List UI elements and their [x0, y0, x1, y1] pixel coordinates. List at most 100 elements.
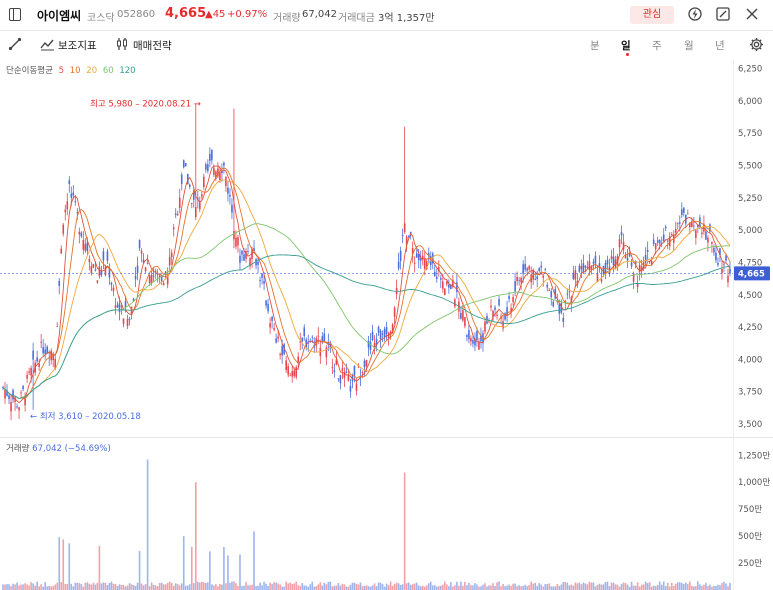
volume-bar: [636, 582, 639, 590]
volume-bar: [138, 550, 141, 590]
indicator-icon[interactable]: [40, 37, 55, 51]
candle: [201, 194, 203, 197]
volume-bar: [399, 584, 402, 590]
volume-bar: [241, 585, 243, 590]
candle: [94, 269, 97, 271]
volume-bar: [417, 585, 420, 590]
candle: [546, 284, 549, 288]
volume-bar: [259, 582, 261, 590]
volume-bar: [454, 585, 456, 590]
edit-icon[interactable]: [716, 7, 730, 21]
volume-bar: [395, 582, 398, 590]
candle: [367, 341, 370, 348]
candle: [526, 268, 528, 271]
candle: [140, 250, 143, 254]
indicator-button[interactable]: 보조지표: [58, 40, 97, 52]
volume-bar: [301, 583, 304, 590]
candle: [375, 339, 378, 345]
volume-bar: [498, 581, 500, 590]
volume-bar: [255, 586, 257, 590]
volume-bar: [48, 585, 50, 590]
volume-bar: [24, 583, 26, 590]
volume-bar: [606, 581, 609, 590]
volume-bar: [409, 584, 412, 590]
candle: [70, 193, 73, 198]
period-day[interactable]: 일: [621, 40, 631, 52]
volume-bar: [717, 584, 719, 590]
sidebar-toggle-icon[interactable]: [9, 8, 21, 21]
volume-bar: [174, 583, 177, 590]
candle: [592, 261, 595, 264]
candle: [116, 304, 119, 308]
candle: [612, 256, 615, 266]
strategy-button[interactable]: 매매전략: [133, 40, 172, 52]
candle: [440, 278, 442, 280]
candle: [335, 359, 338, 365]
settings-gear-icon[interactable]: [749, 37, 764, 52]
volume-bar: [14, 584, 16, 590]
candle: [112, 287, 115, 292]
close-icon[interactable]: [745, 7, 759, 21]
candle: [301, 337, 304, 342]
volume-bar: [357, 584, 360, 590]
volume-bar: [448, 586, 450, 590]
volume-bar: [596, 584, 599, 590]
candle: [634, 261, 637, 265]
volume-bar: [22, 584, 24, 590]
candle: [550, 291, 553, 298]
volume-bar: [685, 582, 687, 590]
y-tick-label: 5,000: [738, 226, 762, 236]
candle: [271, 316, 273, 321]
candle: [397, 261, 400, 269]
volume-bar: [331, 586, 334, 590]
candle: [343, 372, 346, 378]
volume-bar: [648, 582, 651, 590]
volume-bar: [620, 584, 623, 590]
volume-bar: [590, 582, 593, 590]
volume-bar: [550, 586, 553, 590]
candle: [227, 187, 229, 194]
volume-bar: [160, 582, 163, 590]
volume-bar: [560, 584, 563, 590]
candle: [265, 300, 267, 306]
candle: [656, 240, 659, 243]
volume-bar: [26, 584, 28, 590]
period-year[interactable]: 년: [715, 40, 725, 52]
volume-bar: [156, 586, 159, 590]
candle: [245, 251, 247, 259]
candle: [253, 247, 255, 252]
candle: [44, 349, 46, 354]
volume-bar: [458, 585, 460, 590]
draw-line-icon[interactable]: [8, 37, 22, 51]
volume-bar: [538, 583, 541, 590]
volume-bar: [108, 582, 111, 590]
period-minute[interactable]: 분: [590, 40, 600, 52]
volume-bar: [524, 584, 526, 590]
candle: [291, 371, 293, 377]
candle: [12, 389, 14, 400]
volume-bar: [243, 585, 245, 590]
volume-bar: [705, 582, 707, 590]
volume-bar: [482, 584, 484, 590]
candle: [28, 371, 30, 373]
candle: [717, 262, 719, 265]
candle: [709, 224, 711, 232]
candle: [427, 253, 430, 257]
period-week[interactable]: 주: [652, 40, 662, 52]
strategy-icon[interactable]: [115, 37, 129, 51]
period-month[interactable]: 월: [684, 40, 694, 52]
volume-bar: [152, 584, 155, 590]
favorite-button[interactable]: 관심: [630, 6, 674, 24]
volume-bar: [373, 583, 376, 590]
candle: [472, 340, 474, 344]
flash-icon[interactable]: [688, 7, 702, 21]
y-tick-label: 3,500: [738, 420, 762, 430]
volume-bar: [217, 586, 219, 590]
volume-bar: [401, 584, 404, 590]
candle: [150, 274, 153, 284]
volume-bar: [56, 582, 59, 590]
volume-bar: [184, 585, 187, 590]
volume-bar: [542, 586, 545, 590]
candle: [468, 330, 470, 340]
